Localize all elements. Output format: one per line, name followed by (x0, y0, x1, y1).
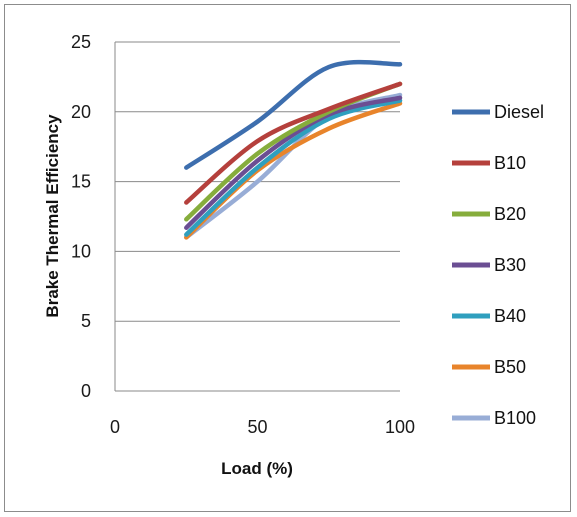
y-tick-label: 15 (71, 172, 91, 192)
legend-label-diesel: Diesel (494, 102, 544, 122)
y-tick-label: 20 (71, 102, 91, 122)
y-tick-label: 25 (71, 32, 91, 52)
legend-label-b20: B20 (494, 204, 526, 224)
axes (115, 42, 400, 391)
legend-label-b40: B40 (494, 306, 526, 326)
y-axis-title: Brake Thermal Efficiency (43, 114, 62, 318)
legend-label-b100: B100 (494, 408, 536, 428)
legend-label-b50: B50 (494, 357, 526, 377)
y-tick-label: 10 (71, 241, 91, 261)
x-tick-label: 0 (110, 417, 120, 437)
x-axis-title: Load (%) (221, 459, 293, 478)
x-tick-label: 100 (385, 417, 415, 437)
x-tick-label: 50 (247, 417, 267, 437)
legend-label-b10: B10 (494, 153, 526, 173)
tick-labels: 0 5 10 15 20 25 0 50 100 (71, 32, 415, 437)
series-lines (186, 62, 400, 237)
series-line-b100 (186, 95, 400, 237)
legend: Diesel B10 B20 B30 B40 B50 B100 (452, 102, 544, 428)
y-tick-label: 0 (81, 381, 91, 401)
y-tick-label: 5 (81, 311, 91, 331)
legend-label-b30: B30 (494, 255, 526, 275)
